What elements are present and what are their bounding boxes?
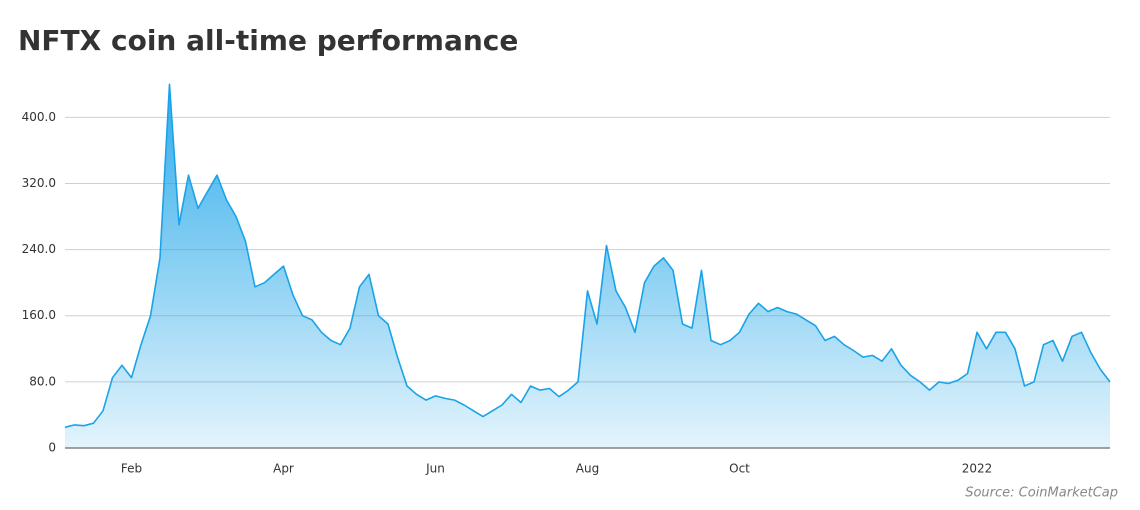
line: [64, 83, 1111, 429]
x-tick-label: 2022: [962, 462, 993, 476]
x-tick-label: Aug: [576, 462, 599, 476]
y-tick-label: 80.0: [29, 374, 56, 388]
y-tick-label: 0: [48, 441, 56, 455]
chart-title: NFTX coin all-time performance: [18, 24, 518, 57]
x-tick-label: Oct: [729, 462, 750, 476]
y-tick-label: 320.0: [22, 176, 56, 190]
source: Source: CoinMarketCap: [965, 486, 1118, 501]
area: [65, 84, 1110, 449]
y-tick-label: 240.0: [22, 242, 56, 256]
x-tick-label: Feb: [121, 462, 142, 476]
y-tick-label: 400.0: [22, 110, 56, 124]
x-tick-label: Jun: [425, 462, 445, 476]
x-tick-label: Apr: [273, 462, 294, 476]
y-tick-label: 160.0: [22, 308, 56, 322]
